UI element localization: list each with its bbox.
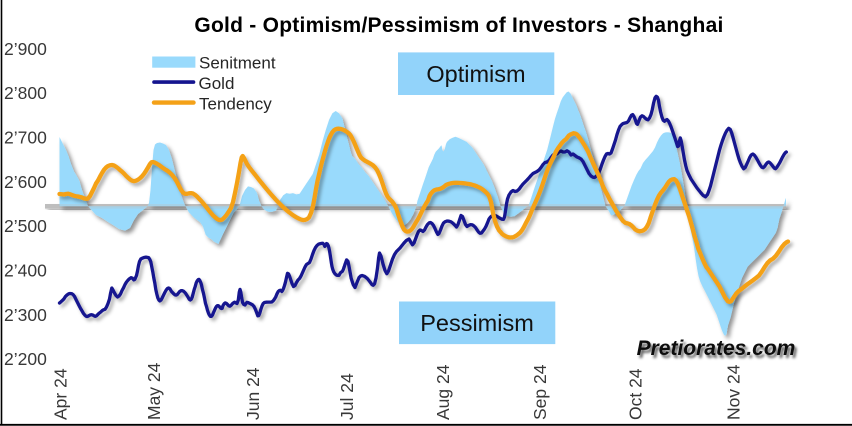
svg-text:Sep 24: Sep 24 bbox=[530, 364, 550, 420]
svg-text:Tendency: Tendency bbox=[199, 94, 272, 113]
svg-text:2’500: 2’500 bbox=[4, 216, 47, 236]
svg-text:Aug 24: Aug 24 bbox=[433, 364, 453, 420]
svg-text:2’400: 2’400 bbox=[4, 261, 47, 281]
svg-text:Pessimism: Pessimism bbox=[420, 310, 534, 336]
svg-text:Gold: Gold bbox=[199, 74, 235, 93]
svg-text:Jun 24: Jun 24 bbox=[243, 367, 263, 420]
svg-text:Pretiorates.com: Pretiorates.com bbox=[637, 337, 796, 360]
svg-text:2’300: 2’300 bbox=[4, 305, 47, 325]
svg-text:Senitment: Senitment bbox=[199, 53, 276, 72]
svg-text:2’900: 2’900 bbox=[4, 39, 47, 59]
svg-text:2’700: 2’700 bbox=[4, 128, 47, 148]
svg-text:2’600: 2’600 bbox=[4, 172, 47, 192]
svg-text:Gold - Optimism/Pessimism of I: Gold - Optimism/Pessimism of Investors -… bbox=[194, 14, 723, 37]
svg-text:May 24: May 24 bbox=[144, 362, 164, 420]
svg-text:Apr 24: Apr 24 bbox=[51, 368, 71, 420]
svg-text:Optimism: Optimism bbox=[426, 61, 525, 87]
svg-text:2’200: 2’200 bbox=[4, 349, 47, 369]
svg-text:Jul 24: Jul 24 bbox=[337, 373, 357, 420]
svg-text:Oct 24: Oct 24 bbox=[626, 368, 646, 420]
svg-text:Nov 24: Nov 24 bbox=[724, 364, 744, 420]
svg-text:2’800: 2’800 bbox=[4, 83, 47, 103]
